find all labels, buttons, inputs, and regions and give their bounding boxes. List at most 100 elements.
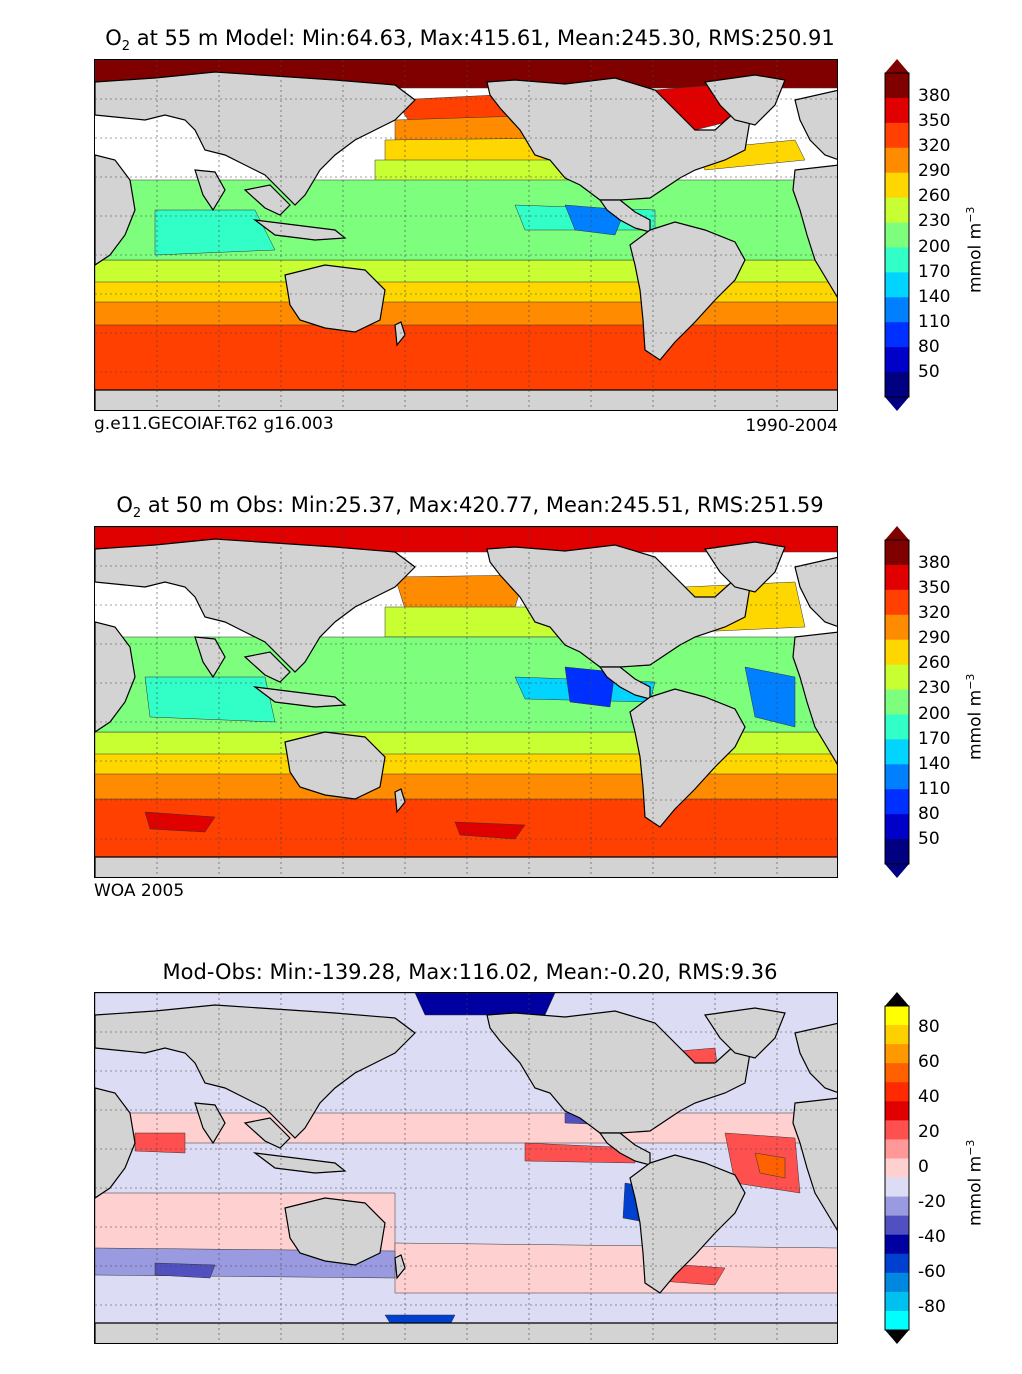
- panel1-land-greenland: [703, 74, 786, 126]
- panel2-colorbar-tick-4: 260: [918, 653, 951, 674]
- panel1-colorbar: 380 350 320 290 260 230 200 170 140 110 80 50 mmol m…: [880, 59, 986, 411]
- panel2-colorbar-extend-min: [885, 864, 909, 878]
- panel1-colorbar-tick-6: 200: [918, 236, 951, 257]
- panel1-colorbar-tick-4: 260: [918, 186, 951, 207]
- panel3-colorbar-tick-5: -20: [918, 1192, 946, 1213]
- panel2-colorbar-tick-1: 350: [918, 578, 951, 599]
- panel3-title: Mod-Obs: Min:-139.28, Max:116.02, Mean:-…: [162, 960, 778, 984]
- panel2-land-samerica: [629, 688, 746, 828]
- panel3-colorbar-swatch-4: [885, 1082, 909, 1102]
- panel1-colorbar-tick-11: 50: [918, 361, 940, 382]
- panel2-colorbar-tick-7: 170: [918, 728, 951, 749]
- panel2-land-seasia: [243, 651, 291, 683]
- panel3-land-indonesia: [252, 1152, 347, 1174]
- panel1-colorbar-tick-10: 80: [918, 336, 940, 357]
- panel1-land-seasia: [243, 184, 291, 216]
- panel1-land-eurasia: [95, 71, 416, 206]
- panel3-colorbar-label-sup: −3: [964, 1139, 977, 1156]
- panel2-colorbar-label-text: mmol m: [965, 689, 986, 760]
- panel3-colorbar-tick-7: -60: [918, 1262, 946, 1283]
- panel3-colorbar-tick-0: 80: [918, 1016, 940, 1037]
- panel3-colorbar-swatch-0: [885, 1006, 909, 1026]
- panel2-colorbar-swatch-12: [885, 839, 909, 865]
- panel3-field-svg: [95, 993, 837, 1343]
- panel1-colorbar-label: mmol m−3: [964, 207, 986, 293]
- panel2-colorbar-label-sup: −3: [964, 673, 977, 690]
- panel2-colorbar: 380 350 320 290 260 230 200 170 140 110 80 50 mmol m…: [880, 526, 986, 878]
- panel2-colorbar-swatch-5: [885, 664, 909, 691]
- panel1-colorbar-tick-8: 140: [918, 286, 951, 307]
- panel2-colorbar-swatch-7: [885, 714, 909, 740]
- panel3-colorbar-swatch-7: [885, 1139, 909, 1159]
- panel3-colorbar-swatch-3: [885, 1063, 909, 1083]
- panel1-colorbar-tick-2: 320: [918, 136, 951, 157]
- panel3-colorbar: 80 60 40 20 0 -20 -40 -60 -80 mmol m−3: [880, 992, 986, 1344]
- panel2-colorbar-tick-2: 320: [918, 603, 951, 624]
- panel3-contour-band-10: [754, 1152, 786, 1179]
- panel2-colorbar-swatch-11: [885, 814, 909, 840]
- panel1-colorbar-swatch-7: [885, 247, 909, 273]
- panel1-colorbar-swatch-11: [885, 347, 909, 373]
- panel2-land-africa_r: [792, 631, 837, 765]
- panel1-map: [94, 59, 838, 411]
- panel2-land-antarctica: [95, 856, 837, 877]
- panel2-colorbar-swatch-0: [885, 540, 909, 566]
- panel2-colorbar-label: mmol m−3: [964, 674, 986, 760]
- panel1-colorbar-tick-5: 230: [918, 211, 951, 232]
- panel1-colorbar-swatch-4: [885, 172, 909, 199]
- panel3-land-australia: [284, 1197, 386, 1266]
- panel3-land-europe_r: [794, 1022, 837, 1093]
- panel1-colorbar-swatch-5: [885, 197, 909, 224]
- panel3-colorbar-tick-1: 60: [918, 1051, 940, 1072]
- panel1-colorbar-frame: [884, 72, 910, 398]
- panel3-land-antarctica: [95, 1322, 837, 1343]
- panel3-land-seasia: [243, 1117, 291, 1149]
- panel3-contour-band-16: [134, 1132, 186, 1154]
- panel1-land-antarctica: [95, 389, 837, 410]
- panel3-colorbar-svg: [884, 992, 910, 1344]
- panel3-colorbar-swatch-8: [885, 1158, 909, 1179]
- panel3-contour-band-5: [414, 993, 556, 1016]
- panel2-colorbar-extend-max: [885, 526, 909, 540]
- panel3-land-samerica: [629, 1154, 746, 1294]
- panel3-colorbar-swatch-11: [885, 1215, 909, 1236]
- panel1-colorbar-swatch-10: [885, 322, 909, 348]
- panel3-colorbar-extend-max: [885, 992, 909, 1006]
- panel2-map: [94, 526, 838, 878]
- panel2-contour-band-12: [144, 676, 276, 723]
- panel2-colorbar-swatch-1: [885, 564, 909, 591]
- panel1-colorbar-swatch-3: [885, 147, 909, 174]
- panel2-colorbar-tick-6: 200: [918, 703, 951, 724]
- panel1-colorbar-tick-9: 110: [918, 311, 951, 332]
- panel3-colorbar-tick-2: 40: [918, 1086, 940, 1107]
- panel3-colorbar-swatch-16: [885, 1310, 909, 1331]
- panel3-colorbar-label-text: mmol m: [965, 1155, 986, 1226]
- panel1-contour-band-12: [154, 209, 276, 256]
- panel1-colorbar-label-sup: −3: [964, 206, 977, 223]
- panel1-land-samerica: [629, 221, 746, 361]
- panel3-land-greenland: [703, 1007, 786, 1059]
- panel1-colorbar-label-text: mmol m: [965, 222, 986, 293]
- panel2-colorbar-swatch-9: [885, 764, 909, 790]
- panel3-colorbar-swatch-6: [885, 1120, 909, 1140]
- panel3-contour-band-8: [524, 1142, 636, 1164]
- panel2-colorbar-swatch-4: [885, 639, 909, 666]
- panel3-colorbar-frame: [884, 1005, 910, 1331]
- panel1-colorbar-swatch-12: [885, 372, 909, 398]
- panel3-colorbar-swatch-5: [885, 1101, 909, 1121]
- panel2-colorbar-tick-8: 140: [918, 753, 951, 774]
- panel2-colorbar-swatch-3: [885, 614, 909, 641]
- panel3-colorbar-swatch-12: [885, 1234, 909, 1255]
- panel3-colorbar-tick-8: -80: [918, 1297, 946, 1318]
- panel2-caption-left: WOA 2005: [94, 881, 185, 901]
- panel3-colorbar-label: mmol m−3: [964, 1140, 986, 1226]
- panel1-caption-right: 1990-2004: [745, 416, 838, 436]
- panel2-colorbar-svg: [884, 526, 910, 878]
- panel2-colorbar-tick-10: 80: [918, 803, 940, 824]
- panel1-contour-band-4: [95, 299, 837, 326]
- panel1-colorbar-swatch-6: [885, 222, 909, 248]
- panel3-land-eurasia: [95, 1004, 416, 1139]
- panel3-land-africa_l: [95, 1087, 136, 1199]
- panel1-field-svg: [95, 60, 837, 410]
- panel3-colorbar-swatch-2: [885, 1044, 909, 1064]
